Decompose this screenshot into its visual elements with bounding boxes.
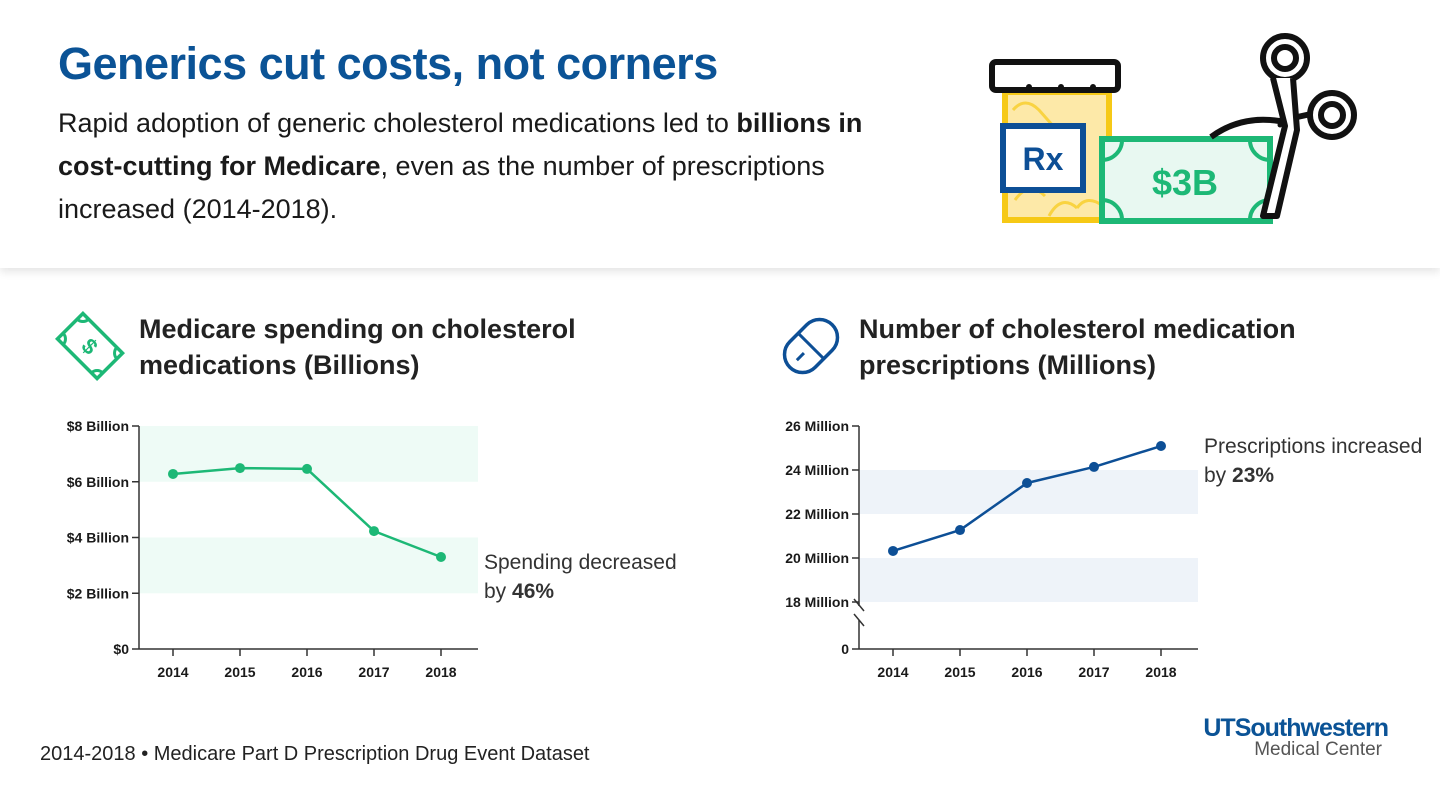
x-tick-label: 2017	[1078, 664, 1109, 680]
y-tick-label: $6 Billion	[67, 474, 129, 490]
y-tick-label: 26 Million	[785, 418, 849, 434]
data-point	[1089, 461, 1099, 472]
x-tick-label: 2014	[877, 664, 908, 680]
utsw-logo: UTSouthwestern Medical Center	[1158, 714, 1389, 761]
x-tick-label: 2014	[157, 664, 188, 680]
data-point	[1156, 441, 1166, 452]
x-tick-label: 2015	[944, 664, 975, 680]
data-point	[955, 525, 965, 536]
spending-title-line1: Medicare spending on cholesterol	[139, 314, 576, 344]
rx-label: Rx	[1023, 141, 1064, 177]
prescriptions-title-line2: prescriptions (Millions)	[859, 350, 1157, 380]
y-tick-label: $4 Billion	[67, 530, 129, 546]
chart-band	[860, 470, 1198, 514]
data-point	[888, 545, 898, 556]
prescriptions-annotation-value: 23%	[1232, 464, 1275, 487]
x-tick-label: 2018	[425, 664, 456, 680]
y-tick-label: $0	[113, 641, 129, 657]
prescriptions-chart-title: Number of cholesterol medication prescri…	[859, 311, 1296, 383]
y-tick-label: 18 Million	[785, 594, 849, 610]
axis-break-mark	[853, 613, 865, 627]
y-tick-label: 24 Million	[785, 462, 849, 478]
data-point	[168, 468, 178, 479]
data-source-caption: 2014-2018 • Medicare Part D Prescription…	[40, 743, 590, 765]
hero-illustration: Rx $3B	[989, 33, 1357, 224]
data-point	[302, 463, 312, 474]
y-tick-label: $2 Billion	[67, 585, 129, 601]
dollar-bill-icon: $	[54, 310, 126, 382]
page-subtitle: Rapid adoption of generic cholesterol me…	[58, 102, 878, 231]
spending-annotation-text: Spending decreased by	[484, 551, 677, 603]
spending-chart-title: Medicare spending on cholesterol medicat…	[139, 311, 576, 383]
spending-title-line2: medications (Billions)	[139, 350, 420, 380]
bill-amount-label: $3B	[1152, 162, 1218, 203]
subtitle-bold: billions in cost-cutting for Medicare	[58, 108, 863, 181]
prescriptions-annotation: Prescriptions increased by 23%	[1204, 432, 1424, 490]
y-tick-label: 0	[841, 641, 849, 657]
prescriptions-annotation-text: Prescriptions increased by	[1204, 435, 1423, 487]
header: Generics cut costs, not corners Rapid ad…	[0, 0, 1440, 268]
spending-annotation: Spending decreased by 46%	[484, 548, 704, 606]
x-tick-label: 2017	[358, 664, 389, 680]
data-point	[1022, 477, 1032, 488]
subtitle-text-2: , even as the number of prescriptions in…	[58, 151, 825, 224]
chart-band	[140, 537, 478, 594]
logo-main-text: UTSouthwestern	[1203, 714, 1389, 742]
x-tick-label: 2016	[291, 664, 322, 680]
spending-annotation-value: 46%	[512, 580, 555, 603]
svg-text:$: $	[76, 333, 102, 359]
x-tick-label: 2018	[1145, 664, 1176, 680]
logo-sub-text: Medical Center	[1254, 739, 1382, 760]
x-tick-label: 2016	[1011, 664, 1042, 680]
y-tick-label: 22 Million	[785, 506, 849, 522]
x-tick-label: 2015	[224, 664, 255, 680]
y-tick-label: $8 Billion	[67, 418, 129, 434]
pill-bottle-icon: Rx	[989, 59, 1121, 223]
y-tick-label: 20 Million	[785, 550, 849, 566]
subtitle-text-1: Rapid adoption of generic cholesterol me…	[58, 108, 737, 138]
data-point	[235, 463, 245, 474]
spending-line-chart: $0 $2 Billion $4 Billion $6 Billion $8 Billi…	[67, 418, 478, 680]
chart-band	[860, 558, 1198, 602]
dollar-bill-icon: $3B	[1099, 136, 1273, 224]
pill-capsule-icon	[782, 317, 840, 375]
prescriptions-line-chart: 0 18 Million 20 Million 22 Million 24 Millio…	[785, 418, 1198, 680]
prescriptions-title-line1: Number of cholesterol medication	[859, 314, 1296, 344]
data-point	[369, 526, 379, 537]
axis-break-mark	[853, 598, 865, 612]
data-point	[436, 552, 446, 563]
page-title: Generics cut costs, not corners	[58, 38, 718, 89]
scissors-icon	[1209, 33, 1357, 219]
